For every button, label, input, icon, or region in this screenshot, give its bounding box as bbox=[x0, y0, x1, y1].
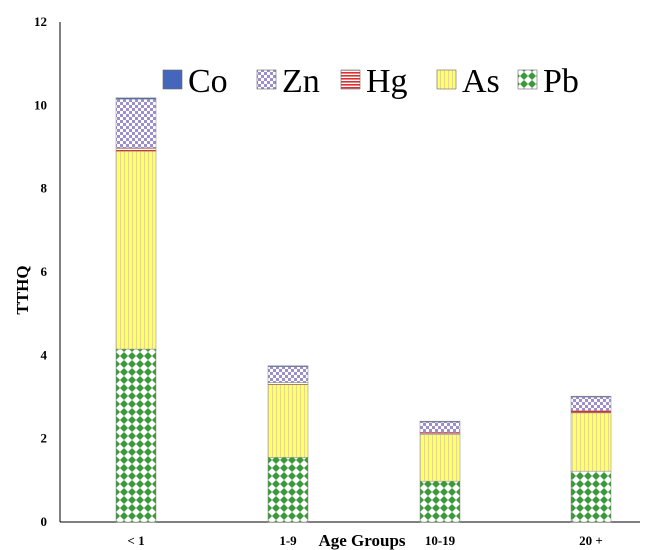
bar-segment-as bbox=[115, 150, 157, 350]
bar-segment-pb bbox=[570, 470, 612, 523]
legend-swatch-co bbox=[162, 69, 183, 90]
legend-label-pb: Pb bbox=[543, 63, 579, 100]
bar-segment-co bbox=[267, 365, 309, 367]
bar-segment-hg bbox=[570, 410, 612, 414]
y-tick-label: 2 bbox=[41, 431, 48, 446]
legend-label-zn: Zn bbox=[282, 63, 320, 100]
legend-label-co: Co bbox=[188, 63, 228, 100]
bar-segment-hg bbox=[115, 147, 157, 152]
legend-swatch-hg bbox=[340, 69, 361, 90]
legend-swatch-as bbox=[436, 69, 457, 90]
y-tick-label: 12 bbox=[34, 14, 47, 29]
legend-label-as: As bbox=[462, 63, 500, 100]
bar-segment-as bbox=[570, 412, 612, 472]
bar-segment-pb bbox=[419, 480, 461, 523]
y-tick-labels: 0 2 4 6 8 10 12 bbox=[34, 14, 48, 529]
bar-segment-hg bbox=[419, 432, 461, 435]
x-tick-label: 1-9 bbox=[279, 533, 297, 548]
x-axis: Age Groups bbox=[60, 521, 640, 550]
bar-segment-pb bbox=[115, 348, 157, 523]
x-tick-labels: < 1 1-9 10-19 20 + bbox=[127, 533, 602, 548]
legend: Co Zn Hg As Pb bbox=[162, 63, 579, 100]
bar-segment-zn bbox=[267, 366, 309, 383]
legend-swatch-pb bbox=[517, 69, 538, 90]
x-tick-label: < 1 bbox=[127, 533, 144, 548]
bar-segment-zn bbox=[115, 98, 157, 149]
bar-segment-hg bbox=[267, 382, 309, 385]
bar-segment-zn bbox=[419, 421, 461, 433]
bar-segment-as bbox=[267, 384, 309, 458]
bar-segment-as bbox=[419, 434, 461, 482]
bar-segment-zn bbox=[570, 396, 612, 411]
x-tick-label: 20 + bbox=[579, 533, 603, 548]
y-tick-label: 0 bbox=[41, 514, 48, 529]
y-tick-label: 6 bbox=[41, 264, 48, 279]
stacked-bars bbox=[115, 97, 612, 523]
y-tick-label: 10 bbox=[34, 97, 47, 112]
bar-segment-co bbox=[570, 395, 612, 398]
bar-segment-pb bbox=[267, 457, 309, 523]
legend-label-hg: Hg bbox=[366, 63, 408, 100]
x-tick-label: 10-19 bbox=[425, 533, 456, 548]
y-axis-title: TTHQ bbox=[13, 265, 32, 314]
y-tick-label: 8 bbox=[41, 181, 48, 196]
x-axis-title: Age Groups bbox=[318, 531, 405, 550]
y-tick-label: 4 bbox=[41, 347, 48, 362]
y-axis: TTHQ bbox=[13, 22, 61, 522]
bar-segment-co bbox=[115, 97, 157, 100]
legend-swatch-zn bbox=[256, 69, 277, 90]
bar-segment-co bbox=[419, 420, 461, 423]
